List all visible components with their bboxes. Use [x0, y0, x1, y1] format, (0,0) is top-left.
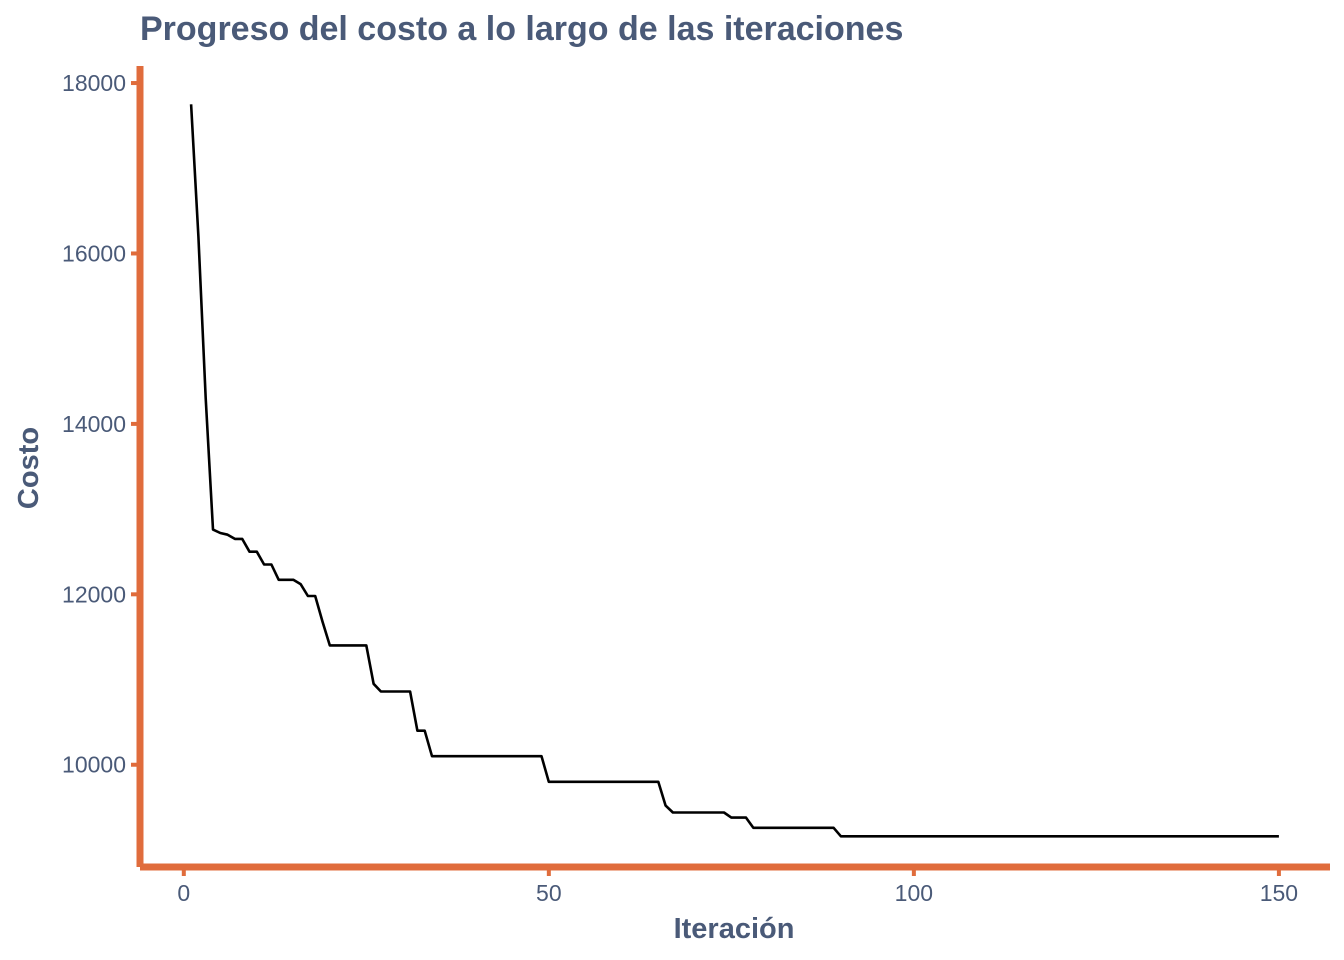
x-axis-ticks: 0 50 100 150: [177, 867, 1298, 906]
chart-title: Progreso del costo a lo largo de las ite…: [140, 10, 903, 48]
x-axis-title: Iteración: [674, 913, 795, 945]
x-tick-label: 50: [536, 880, 562, 906]
y-tick-label: 10000: [62, 752, 126, 778]
y-axis-title: Costo: [13, 427, 45, 509]
x-tick-label: 0: [177, 880, 190, 906]
y-tick-label: 12000: [62, 581, 126, 607]
y-tick-label: 14000: [62, 411, 126, 437]
x-tick-label: 150: [1260, 880, 1298, 906]
y-tick-label: 18000: [62, 70, 126, 96]
y-tick-label: 16000: [62, 240, 126, 266]
x-tick-label: 100: [895, 880, 933, 906]
cost-series-line: [189, 104, 1279, 838]
y-axis-ticks: 10000 12000 14000 16000 18000: [62, 70, 140, 778]
